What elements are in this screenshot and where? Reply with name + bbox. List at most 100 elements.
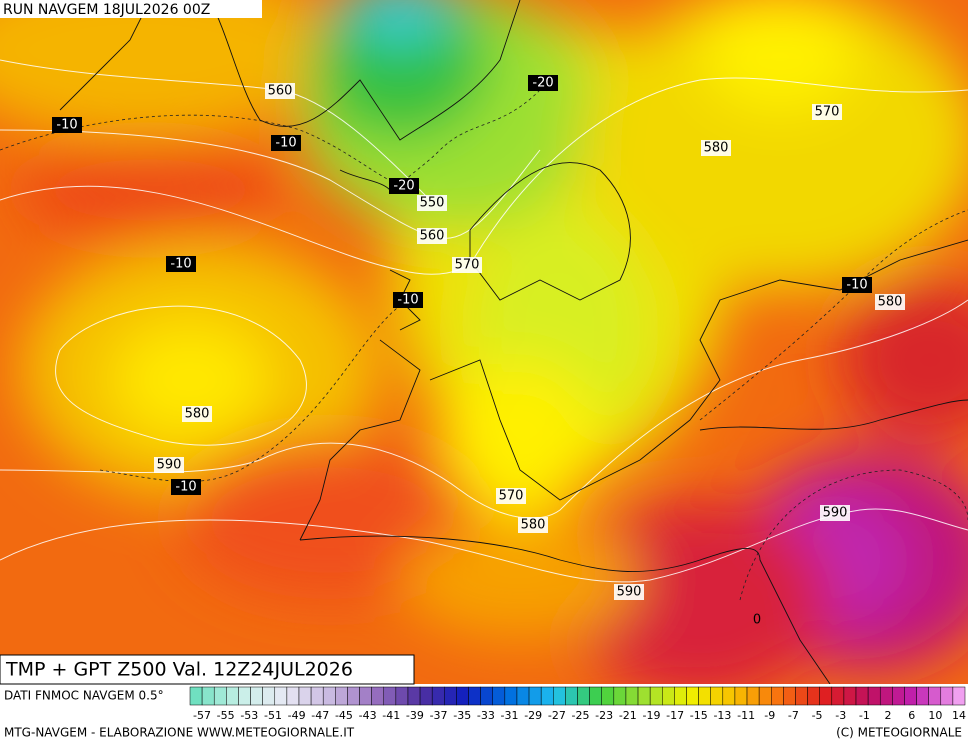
height-label: 580 [878, 295, 903, 310]
colorbar-label: -45 [335, 709, 353, 722]
temperature-label: 0 [753, 613, 761, 628]
colorbar-label: -37 [430, 709, 448, 722]
colorbar-swatch [492, 686, 506, 706]
temperature-label-bg [393, 292, 423, 308]
height-label: 570 [499, 489, 524, 504]
colorbar-swatch [722, 686, 736, 706]
colorbar-swatch [613, 686, 627, 706]
colorbar-label: -53 [240, 709, 258, 722]
colorbar-label: -1 [859, 709, 870, 722]
colorbar-swatch [783, 686, 796, 706]
source-label: DATI FNMOC NAVGEM 0.5° [4, 689, 164, 703]
colorbar-swatch [855, 686, 869, 706]
colorbar-swatch [553, 686, 566, 706]
colorbar-swatch [444, 686, 457, 706]
colorbar-swatch [904, 686, 917, 706]
colorbar-swatch [795, 686, 808, 706]
height-label: 590 [823, 506, 848, 521]
colorbar-label: -9 [764, 709, 775, 722]
colorbar-swatch [226, 686, 239, 706]
colorbar-swatch [758, 686, 772, 706]
height-label-bg [452, 257, 482, 273]
colorbar-swatch [395, 686, 409, 706]
height-label-bg [182, 406, 212, 422]
temperature-label-bg [52, 117, 82, 133]
colorbar-label: -21 [619, 709, 637, 722]
colorbar-swatch [867, 686, 881, 706]
height-label-bg [875, 294, 905, 310]
colorbar-swatch [746, 686, 760, 706]
height-label-bg [820, 505, 850, 521]
colorbar-swatch [359, 686, 372, 706]
colorbar-swatch [819, 686, 833, 706]
contour-labels: 560 550 560 570 580 570 580 580 590 570 580 590 590 -… [52, 75, 905, 628]
colorbar-swatch [383, 686, 397, 706]
colorbar-label: -41 [382, 709, 400, 722]
colorbar-swatch [189, 686, 203, 706]
height-label-bg [812, 104, 842, 120]
colorbar-swatch [371, 686, 384, 706]
height-label-bg [154, 457, 184, 473]
temperature-label-bg [842, 277, 872, 293]
colorbar-label: -43 [359, 709, 377, 722]
colorbar-swatch [589, 686, 602, 706]
colorbar-swatch [322, 686, 336, 706]
colorbar-swatch [431, 686, 445, 706]
colorbar-label: -13 [713, 709, 731, 722]
height-label: 570 [815, 105, 840, 120]
colorbar-swatch [577, 686, 590, 706]
colorbar-swatch [565, 686, 578, 706]
colorbar-swatch [407, 686, 421, 706]
temperature-label: -20 [393, 179, 414, 194]
colorbar-swatch [625, 686, 639, 706]
colorbar-swatch [310, 686, 324, 706]
colorbar-label: -15 [690, 709, 708, 722]
colorbar-swatch [262, 686, 276, 706]
colorbar-label: -39 [406, 709, 424, 722]
height-label-bg [518, 517, 548, 533]
colorbar-swatch [480, 686, 493, 706]
height-label: 560 [420, 229, 445, 244]
colorbar-label: -57 [193, 709, 211, 722]
height-label: 580 [704, 141, 729, 156]
colorbar-swatch [516, 686, 530, 706]
height-label: 560 [268, 84, 293, 99]
colorbar-swatch [213, 686, 227, 706]
colorbar-swatch [831, 686, 845, 706]
footer-left: MTG-NAVGEM - ELABORAZIONE WWW.METEOGIORN… [4, 726, 355, 740]
colorbar-label: 14 [952, 709, 966, 722]
colorbar-swatch [419, 686, 433, 706]
temperature-label-bg [171, 479, 201, 495]
colorbar-swatch [335, 686, 348, 706]
colorbar-label: 2 [885, 709, 892, 722]
height-label-bg [417, 228, 447, 244]
colorbar-swatch [286, 686, 300, 706]
colorbar-label: -27 [548, 709, 566, 722]
colorbar-swatch [238, 686, 251, 706]
colorbar-swatch [201, 686, 215, 706]
height-label-bg [265, 83, 295, 99]
temperature-label-bg [389, 178, 419, 194]
temperature-label: -10 [175, 480, 196, 495]
colorbar-swatch [698, 686, 711, 706]
colorbar-swatch [674, 686, 687, 706]
colorbar-label: -11 [737, 709, 755, 722]
temperature-label: -10 [170, 257, 191, 272]
colorbar-swatch [734, 686, 748, 706]
colorbar-swatch [274, 686, 288, 706]
height-label-bg [496, 488, 526, 504]
colorbar-label: -55 [217, 709, 235, 722]
temperature-label-bg [271, 135, 301, 151]
height-label: 590 [617, 585, 642, 600]
height-label: 550 [420, 196, 445, 211]
title-box [0, 654, 415, 685]
height-label: 580 [185, 407, 210, 422]
colorbar-swatch [686, 686, 699, 706]
colorbar-swatch [456, 686, 469, 706]
colorbar-swatch [601, 686, 615, 706]
colorbar-swatch [347, 686, 360, 706]
colorbar-label: -23 [595, 709, 613, 722]
temperature-label: -10 [397, 293, 418, 308]
